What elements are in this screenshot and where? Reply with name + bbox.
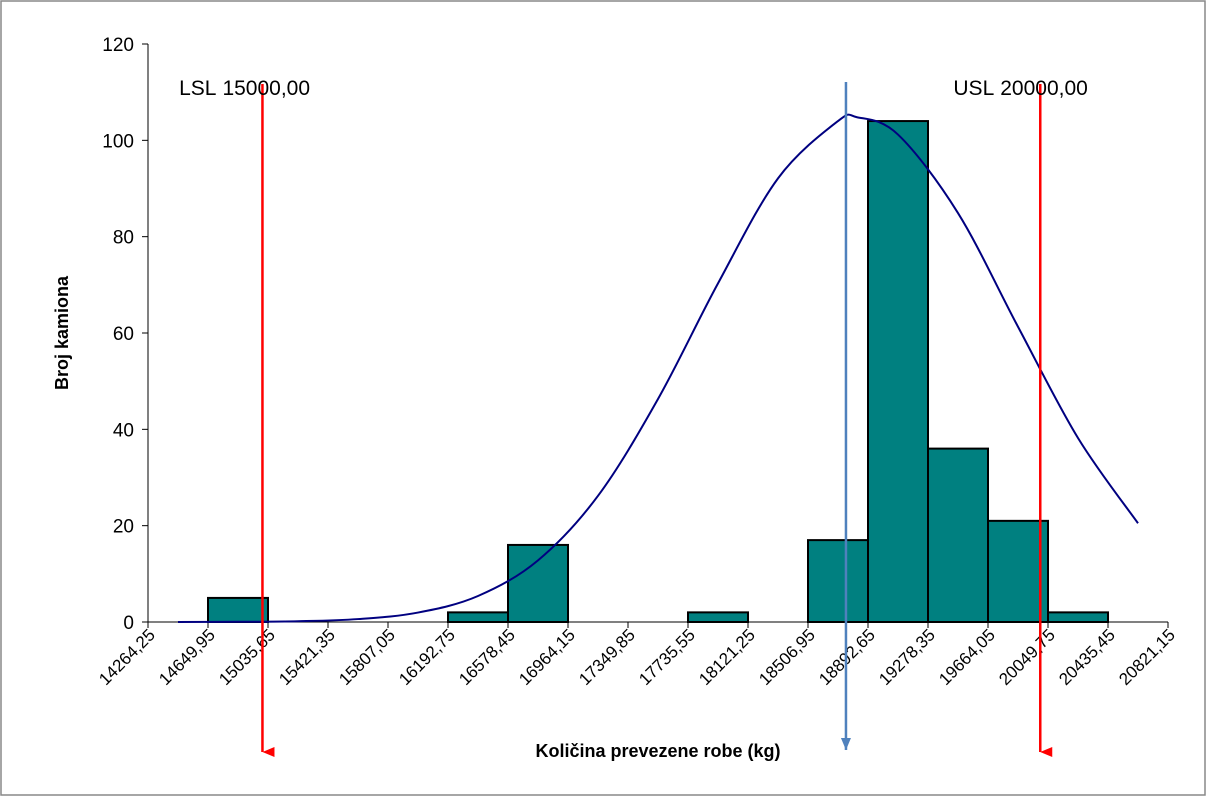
y-tick-label: 40	[113, 420, 134, 441]
y-tick-label: 0	[123, 613, 134, 634]
y-tick-label: 120	[102, 35, 134, 56]
bar	[867, 120, 929, 623]
spec-limit-name: USL	[953, 77, 994, 100]
normal-curve	[177, 113, 1139, 623]
y-tick-label: 20	[113, 517, 134, 538]
spec-limit-value: 15000,00	[222, 77, 310, 100]
y-tick-label: 80	[113, 228, 134, 249]
y-tick-label: 100	[102, 131, 134, 152]
spec-limit-value: 20000,00	[1000, 77, 1088, 100]
y-tick-label: 60	[113, 324, 134, 345]
bar	[927, 447, 989, 623]
bar	[987, 519, 1049, 623]
bar	[687, 611, 749, 623]
spec-limit-name: LSL	[179, 77, 216, 100]
x-axis-title: Količina prevezene robe (kg)	[535, 741, 780, 761]
y-axis-title: Broj kamiona	[52, 275, 72, 390]
bar	[807, 539, 869, 623]
bar	[507, 543, 569, 624]
bar	[1047, 611, 1109, 623]
bar	[207, 596, 269, 624]
bar	[447, 611, 509, 623]
